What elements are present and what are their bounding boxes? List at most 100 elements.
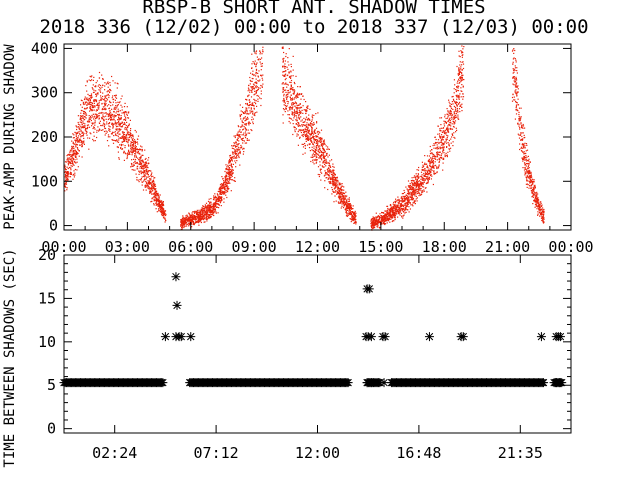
peak-amp-point (293, 92, 295, 94)
peak-amp-point (341, 203, 343, 205)
peak-amp-point (284, 102, 286, 104)
peak-amp-point (67, 154, 69, 156)
peak-amp-point (332, 190, 334, 192)
peak-amp-point (141, 165, 143, 167)
peak-amp-point (115, 140, 117, 142)
peak-amp-point (212, 205, 214, 207)
peak-amp-point (298, 93, 300, 95)
peak-amp-point (89, 95, 91, 97)
peak-amp-point (84, 107, 86, 109)
peak-amp-point (212, 204, 214, 206)
peak-amp-point (427, 171, 429, 173)
peak-amp-point (208, 206, 210, 208)
peak-amp-point (237, 137, 239, 139)
peak-amp-point (328, 181, 330, 183)
peak-amp-point (91, 102, 93, 104)
peak-amp-point (427, 173, 429, 175)
peak-amp-point (74, 155, 76, 157)
peak-amp-point (261, 53, 263, 55)
peak-amp-point (351, 219, 353, 221)
peak-amp-point (422, 183, 424, 185)
peak-amp-point (92, 79, 94, 81)
peak-amp-point (450, 109, 452, 111)
peak-amp-point (293, 109, 295, 111)
peak-amp-point (104, 123, 106, 125)
peak-amp-point (287, 92, 289, 94)
peak-amp-point (116, 134, 118, 137)
peak-amp-point (349, 210, 351, 212)
peak-amp-point (353, 212, 355, 214)
peak-amp-point (76, 144, 79, 146)
peak-amp-point (256, 111, 258, 113)
peak-amp-point (91, 106, 93, 108)
peak-amp-point (114, 122, 116, 124)
peak-amp-point (72, 137, 74, 139)
peak-amp-point (78, 150, 80, 152)
peak-amp-point (251, 86, 253, 88)
peak-amp-point (106, 91, 108, 93)
peak-amp-point (197, 214, 199, 216)
peak-amp-point (454, 137, 456, 139)
peak-amp-point (304, 144, 306, 147)
peak-amp-point (192, 216, 194, 218)
peak-amp-point (352, 220, 354, 222)
peak-amp-point (159, 201, 161, 203)
peak-amp-point (304, 121, 306, 123)
peak-amp-point (462, 93, 464, 95)
peak-amp-point (207, 204, 209, 206)
peak-amp-point (115, 115, 117, 117)
peak-amp-point (114, 115, 116, 118)
peak-amp-point (451, 96, 453, 98)
peak-amp-point (82, 140, 84, 143)
peak-amp-point (234, 143, 236, 145)
peak-amp-point (98, 112, 100, 115)
peak-amp-point (438, 158, 440, 160)
peak-amp-point (129, 132, 131, 135)
peak-amp-point (191, 218, 193, 220)
peak-amp-point (123, 159, 125, 161)
peak-amp-point (147, 174, 149, 176)
peak-amp-point (231, 168, 233, 170)
peak-amp-point (106, 140, 109, 142)
peak-amp-point (93, 116, 95, 118)
peak-amp-point (300, 120, 302, 122)
peak-amp-point (350, 218, 352, 220)
peak-amp-point (444, 130, 446, 132)
peak-amp-point (442, 158, 444, 160)
peak-amp-point (84, 123, 86, 125)
peak-amp-point (324, 155, 326, 157)
peak-amp-point (234, 177, 236, 179)
peak-amp-point (132, 134, 134, 136)
peak-amp-point (407, 203, 409, 206)
peak-amp-point (148, 188, 150, 190)
peak-amp-point (288, 106, 290, 109)
peak-amp-point (93, 100, 95, 102)
peak-amp-point (313, 133, 315, 135)
peak-amp-point (393, 220, 395, 222)
peak-amp-point (86, 114, 88, 116)
peak-amp-point (297, 124, 299, 126)
peak-amp-point (221, 192, 223, 194)
peak-amp-point (373, 226, 375, 228)
peak-amp-point (303, 124, 305, 126)
peak-amp-point (239, 131, 241, 133)
peak-amp-point (248, 113, 250, 115)
peak-amp-point (323, 143, 325, 145)
peak-amp-point (75, 135, 77, 137)
peak-amp-point (230, 179, 232, 181)
peak-amp-point (151, 185, 153, 187)
peak-amp-point (219, 187, 221, 189)
peak-amp-point (239, 151, 241, 153)
peak-amp-point (151, 188, 153, 191)
peak-amp-point (115, 96, 117, 98)
peak-amp-point (209, 210, 211, 212)
peak-amp-point (283, 97, 285, 100)
peak-amp-point (319, 156, 321, 158)
peak-amp-point (93, 99, 95, 101)
peak-amp-point (294, 126, 296, 129)
peak-amp-point (281, 83, 283, 85)
peak-amp-point (411, 191, 413, 194)
peak-amp-point (386, 213, 388, 215)
peak-amp-point (181, 226, 184, 228)
peak-amp-point (428, 168, 430, 170)
